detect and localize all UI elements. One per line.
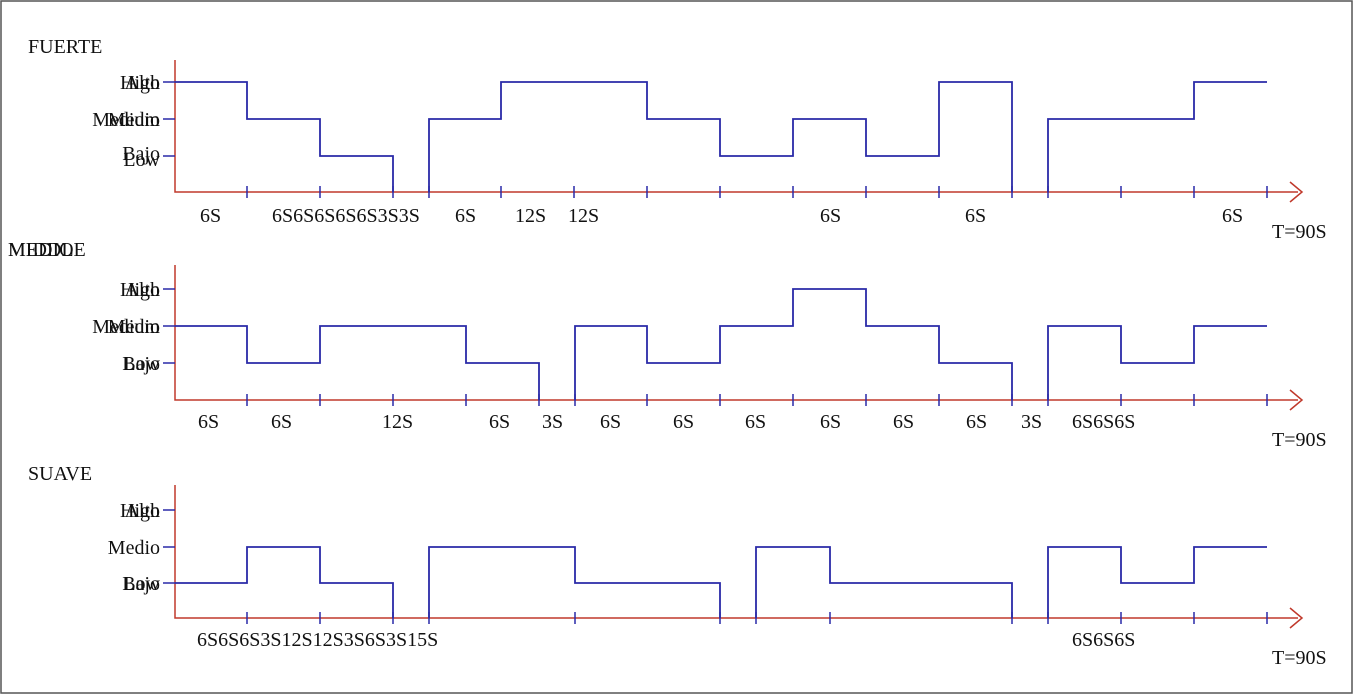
duration: 12S — [382, 411, 413, 433]
waveform — [175, 81, 1267, 192]
panel-title: FUERTE — [28, 36, 102, 58]
axes — [174, 265, 1304, 411]
level-label: Bajo — [122, 353, 160, 375]
level-label: Alto — [124, 500, 160, 522]
level-ticks — [163, 288, 175, 364]
duration: 6S — [966, 411, 987, 433]
level-label: Low — [123, 573, 160, 595]
duration: 6S — [965, 205, 986, 227]
panel-title: MEDIO — [8, 239, 74, 261]
time-ticks — [246, 612, 1268, 624]
axes — [174, 485, 1304, 629]
level-ticks — [163, 81, 175, 157]
duration: 12S — [568, 205, 599, 227]
level-ticks — [163, 509, 175, 584]
axes — [174, 60, 1304, 203]
duration: 3S — [1021, 411, 1042, 433]
duration: 3S — [542, 411, 563, 433]
duration: 6S — [820, 205, 841, 227]
level-label: Medio — [108, 316, 160, 338]
time-ticks — [246, 394, 1268, 406]
waveform — [175, 546, 1267, 618]
duration: 6S — [673, 411, 694, 433]
duration: 6S — [489, 411, 510, 433]
panel-title: SUAVE — [28, 463, 92, 485]
level-label: Low — [123, 353, 160, 375]
level-label: Medio — [108, 109, 160, 131]
level-label: Medium — [92, 109, 160, 131]
level-label: Medio — [108, 537, 160, 559]
panel-suave: SUAVE Alto High Medio Bajo Low 6S6S6S3S1… — [28, 463, 1327, 669]
duration: 6S6S6S3S12S12S3S6S3S15S — [197, 629, 438, 651]
duration: 6S — [1222, 205, 1243, 227]
panel-fuerte: FUERTE Alto High Medio Medium Bajo Low 6… — [28, 36, 1327, 243]
level-label: Alto — [124, 279, 160, 301]
level-label: Bajo — [122, 143, 160, 165]
level-label: High — [120, 500, 160, 522]
duration: 6S — [198, 411, 219, 433]
total-time: T=90S — [1272, 429, 1327, 451]
duration: 6S — [455, 205, 476, 227]
duration: 6S6S6S6S6S3S3S — [272, 205, 420, 227]
duration: 6S — [271, 411, 292, 433]
level-label: Alto — [124, 72, 160, 94]
duration: 6S — [893, 411, 914, 433]
duration: 6S — [600, 411, 621, 433]
waveform — [175, 288, 1267, 400]
panel-title: MIDDLE — [8, 239, 86, 261]
level-label: High — [120, 72, 160, 94]
level-label: Bajo — [122, 573, 160, 595]
duration: 6S — [200, 205, 221, 227]
duration: 6S — [820, 411, 841, 433]
level-label: High — [120, 279, 160, 301]
level-label: Medium — [92, 316, 160, 338]
panel-medio: MEDIO MIDDLE Alto High Medio Medium Bajo… — [8, 239, 1327, 451]
total-time: T=90S — [1272, 221, 1327, 243]
duration: 6S6S6S — [1072, 629, 1135, 651]
level-label: Low — [123, 149, 160, 171]
duration: 12S — [515, 205, 546, 227]
time-ticks — [246, 186, 1268, 198]
duration: 6S — [745, 411, 766, 433]
duration: 6S6S6S — [1072, 411, 1135, 433]
total-time: T=90S — [1272, 647, 1327, 669]
